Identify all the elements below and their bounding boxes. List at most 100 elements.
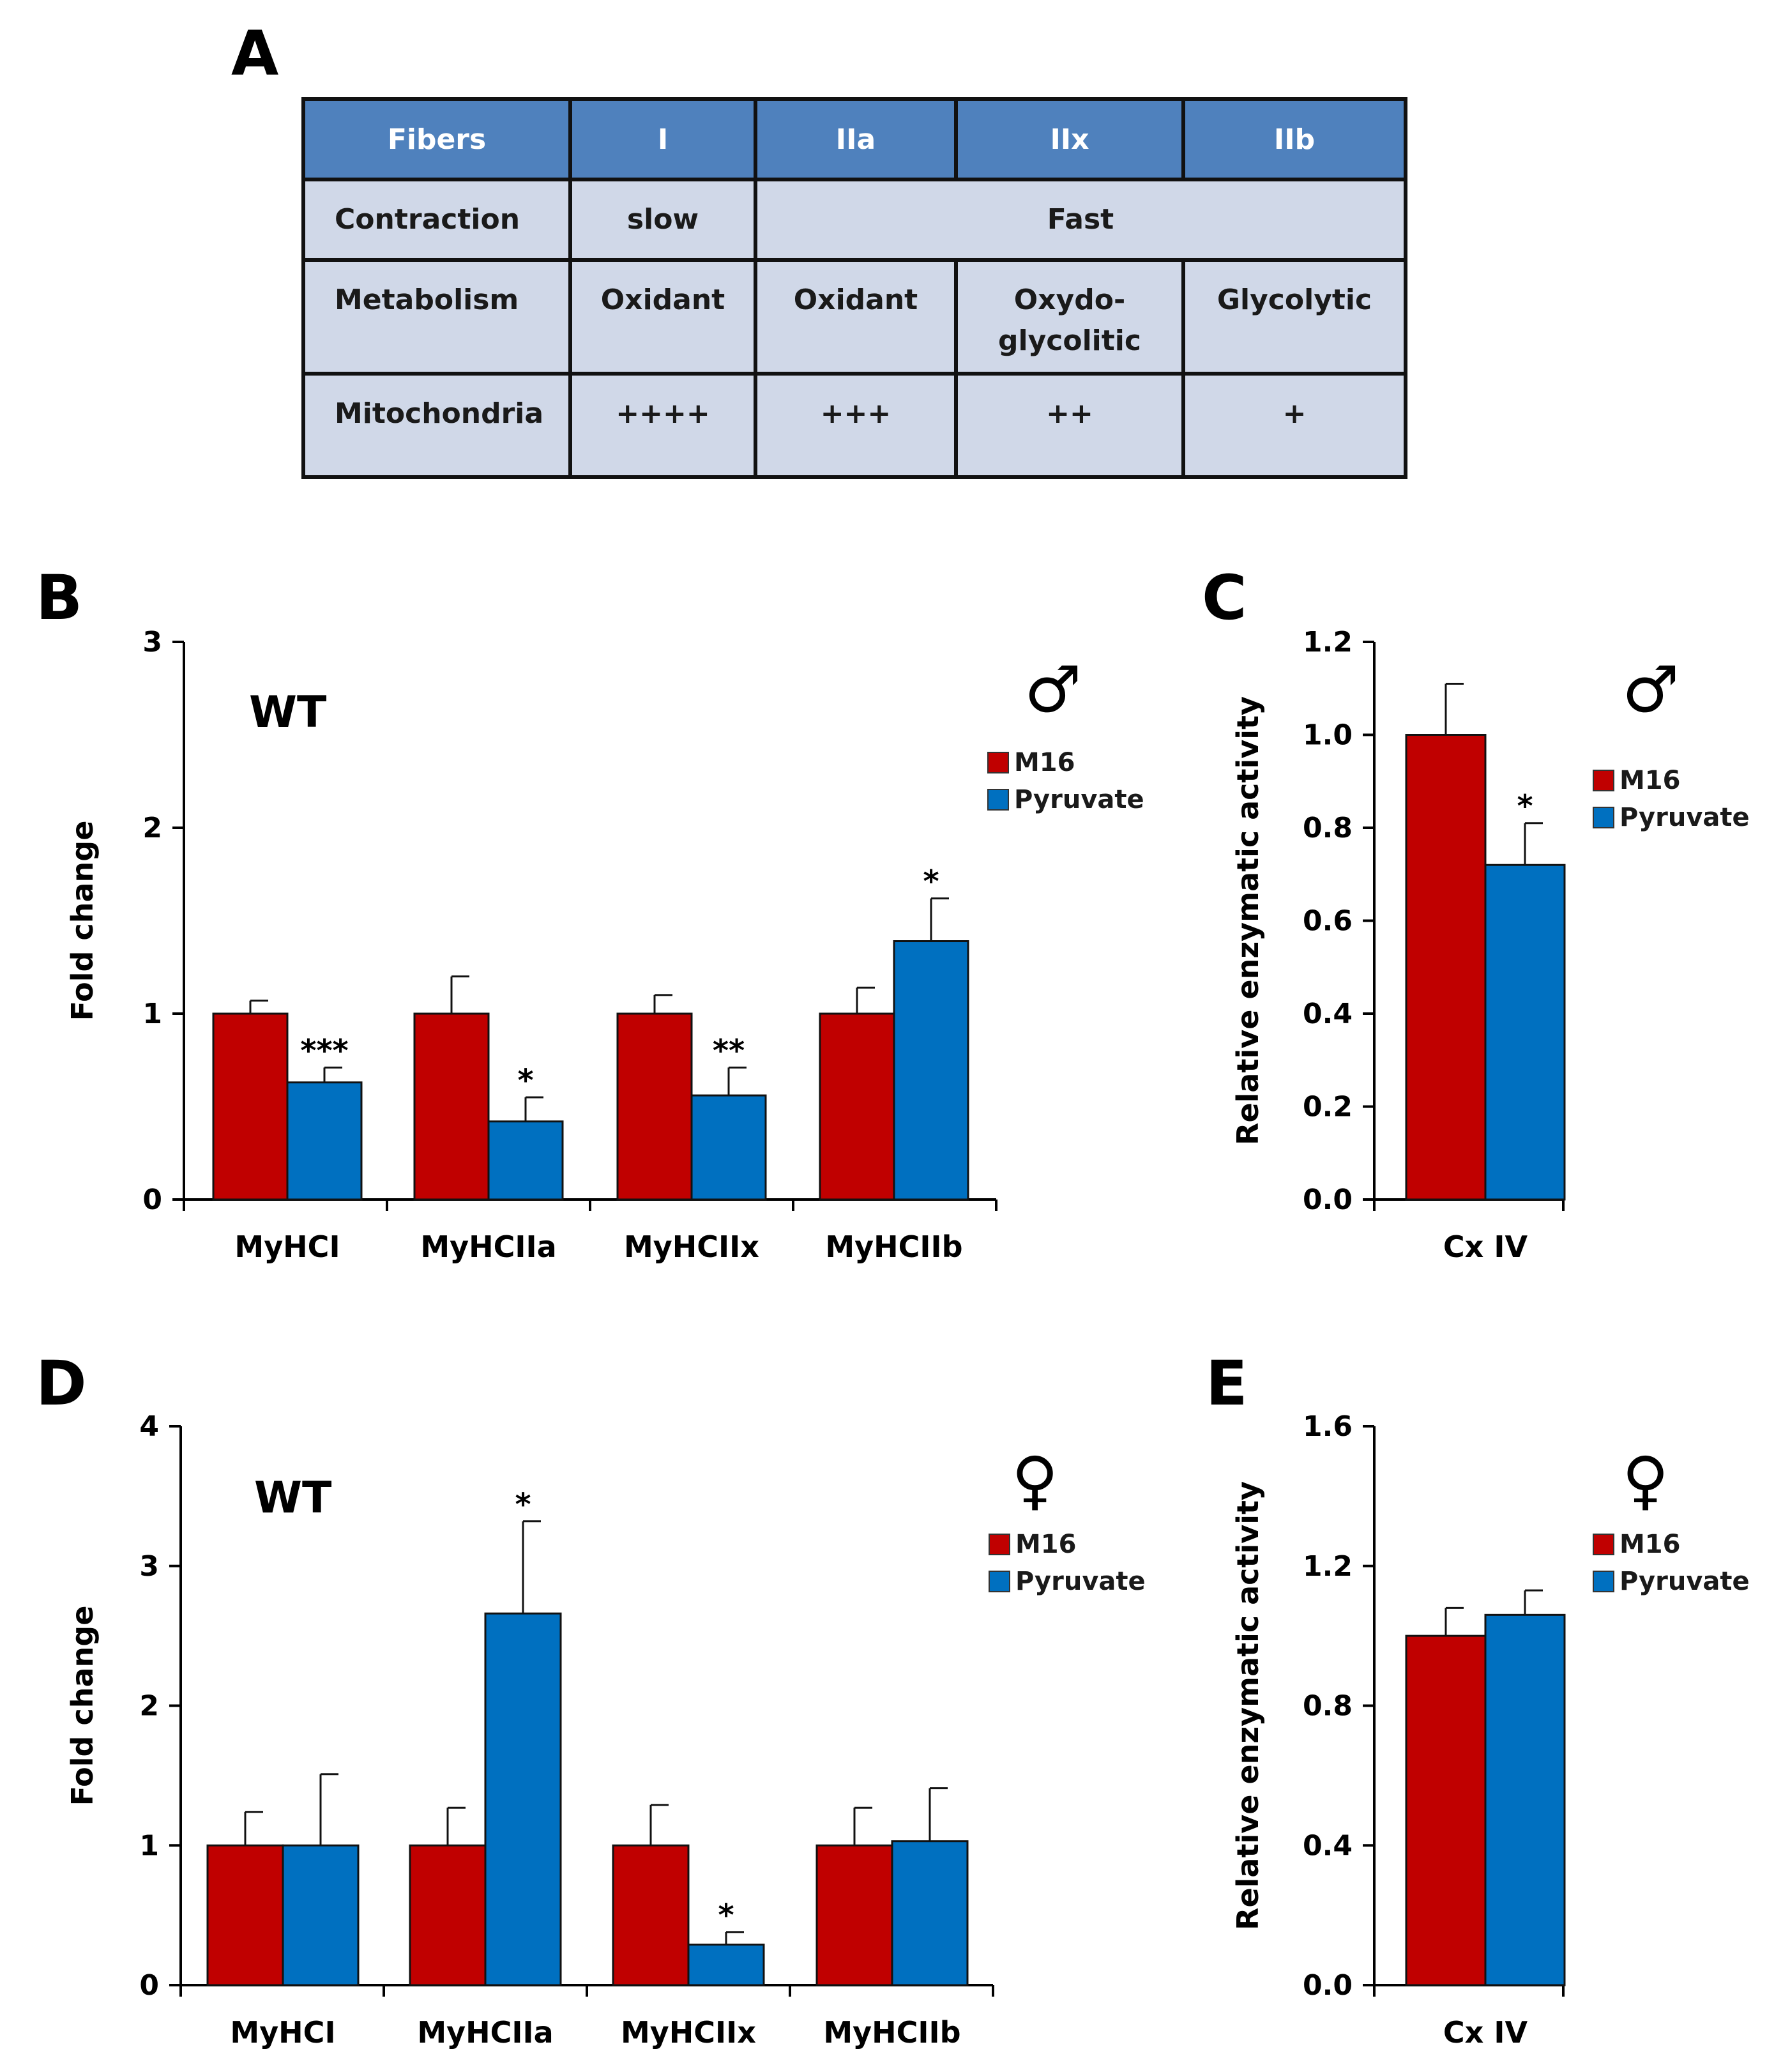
legend-item-m16: M16	[1593, 1528, 1750, 1561]
y-axis-label: Relative enzymatic activity	[1231, 696, 1265, 1145]
x-tick-label: MyHCIIx	[621, 2015, 756, 2050]
x-tick-label: Cx IV	[1443, 2015, 1528, 2050]
panel-label-a: A	[231, 18, 279, 89]
fiber-type-table: Fibers I IIa IIx IIb Contraction slow Fa…	[301, 97, 1407, 479]
row-label-contraction: Contraction	[301, 178, 572, 262]
bar-m16-myhciib	[815, 1844, 893, 1986]
legend-item-pyruvate: Pyruvate	[1593, 801, 1750, 834]
x-tick-label: MyHCIIb	[825, 1230, 962, 1264]
legend-e: M16 Pyruvate	[1593, 1528, 1750, 1598]
cell-mito-iib: +	[1181, 372, 1407, 479]
y-tick-label: 2	[142, 812, 162, 844]
y-tick-label: 1.6	[1303, 1410, 1353, 1443]
bar-m16-myhciia	[409, 1844, 487, 1986]
y-tick-label: 0.0	[1303, 1184, 1353, 1216]
table-row-metabolism: Metabolism Oxidant Oxidant Oxydo- glycol…	[301, 258, 1407, 376]
legend-item-pyruvate: Pyruvate	[989, 1565, 1146, 1598]
bar-pyruvate-cxiv	[1484, 1613, 1566, 1986]
bar-m16-myhciib	[819, 1012, 895, 1201]
bar-m16-cxiv	[1405, 734, 1487, 1201]
y-axis-label: Fold change	[65, 821, 100, 1021]
header-type-iia: IIa	[754, 97, 958, 181]
x-tick-label: MyHCIIb	[823, 2015, 960, 2050]
cell-metabolism-iib: Glycolytic	[1181, 258, 1407, 376]
y-tick-label: 3	[142, 626, 162, 659]
table-row-contraction: Contraction slow Fast	[301, 178, 1407, 262]
bar-pyruvate-myhciia	[484, 1612, 562, 1986]
panel-label-b: B	[36, 562, 83, 634]
y-tick-label: 1.2	[1303, 1550, 1353, 1583]
y-tick-label: 0	[142, 1184, 162, 1216]
header-type-i: I	[568, 97, 757, 181]
table-row-mitochondria: Mitochondria ++++ +++ ++ +	[301, 372, 1407, 479]
row-label-metabolism: Metabolism	[301, 258, 572, 376]
legend-item-pyruvate: Pyruvate	[1593, 1565, 1750, 1598]
x-tick-label: MyHCI	[234, 1230, 340, 1264]
bar-m16-myhciia	[413, 1012, 490, 1201]
legend-item-pyruvate: Pyruvate	[987, 783, 1144, 816]
legend-b: M16 Pyruvate	[987, 746, 1144, 816]
bar-pyruvate-myhciix	[687, 1944, 765, 1986]
y-tick-label: 1	[139, 1829, 159, 1862]
bar-m16-myhci	[206, 1844, 284, 1986]
cell-metabolism-iix: Oxydo- glycolitic	[954, 258, 1185, 376]
legend-item-m16: M16	[989, 1528, 1146, 1561]
bar-pyruvate-myhciib	[893, 940, 969, 1201]
cell-mito-iia: +++	[754, 372, 958, 479]
x-tick-label: MyHCI	[230, 2015, 335, 2050]
bar-pyruvate-myhciib	[891, 1840, 969, 1986]
legend-c: M16 Pyruvate	[1593, 764, 1750, 834]
bar-pyruvate-myhci	[282, 1844, 360, 1986]
bar-m16-cxiv	[1405, 1634, 1487, 1986]
y-tick-label: 1.0	[1303, 719, 1353, 752]
x-tick-label: MyHCIIx	[624, 1230, 759, 1264]
y-tick-label: 0.0	[1303, 1969, 1353, 2002]
panel-label-c: C	[1202, 562, 1247, 634]
significance-marker: *	[923, 864, 939, 900]
significance-marker: **	[713, 1033, 745, 1069]
significance-marker: *	[718, 1898, 734, 1933]
y-tick-label: 0.4	[1303, 1829, 1353, 1862]
bar-m16-myhciix	[616, 1012, 693, 1201]
bar-m16-myhciix	[612, 1844, 690, 1986]
significance-marker: *	[517, 1063, 533, 1099]
bar-m16-myhci	[212, 1012, 289, 1201]
y-tick-label: 0.4	[1303, 998, 1353, 1030]
x-tick-label: MyHCIIa	[420, 1230, 556, 1264]
significance-marker: *	[1517, 789, 1533, 825]
cell-mito-i: ++++	[568, 372, 757, 479]
annotation-wt-d: WT	[254, 1473, 332, 1523]
header-type-iib: IIb	[1181, 97, 1407, 181]
male-symbol-b: ♂	[1024, 652, 1082, 727]
bar-pyruvate-myhciia	[487, 1120, 564, 1201]
legend-d: M16 Pyruvate	[989, 1528, 1146, 1598]
y-tick-label: 1.2	[1303, 626, 1353, 659]
bar-pyruvate-cxiv	[1484, 864, 1566, 1201]
cell-mito-iix: ++	[954, 372, 1185, 479]
female-symbol-d: ♀	[1012, 1443, 1059, 1518]
y-tick-label: 1	[142, 998, 162, 1030]
y-tick-label: 0.6	[1303, 905, 1353, 938]
x-tick-label: Cx IV	[1443, 1230, 1528, 1264]
y-tick-label: 4	[139, 1410, 159, 1443]
y-tick-label: 0.8	[1303, 812, 1353, 844]
male-symbol-c: ♂	[1622, 652, 1680, 727]
table-header-row: Fibers I IIa IIx IIb	[301, 97, 1407, 181]
y-axis-label: Relative enzymatic activity	[1231, 1481, 1265, 1930]
x-tick-label: MyHCIIa	[417, 2015, 553, 2050]
y-tick-label: 0.2	[1303, 1091, 1353, 1124]
header-type-iix: IIx	[954, 97, 1185, 181]
bar-pyruvate-myhci	[286, 1081, 363, 1201]
header-fibers: Fibers	[301, 97, 572, 181]
female-symbol-e: ♀	[1622, 1443, 1669, 1518]
legend-item-m16: M16	[987, 746, 1144, 779]
significance-marker: *	[515, 1487, 531, 1523]
bar-pyruvate-myhciix	[690, 1094, 767, 1201]
row-label-mitochondria: Mitochondria	[301, 372, 572, 479]
significance-marker: ***	[300, 1033, 348, 1069]
y-axis-label: Fold change	[65, 1606, 100, 1806]
y-tick-label: 2	[139, 1690, 159, 1723]
y-tick-label: 0.8	[1303, 1690, 1353, 1723]
cell-contraction-i: slow	[568, 178, 757, 262]
